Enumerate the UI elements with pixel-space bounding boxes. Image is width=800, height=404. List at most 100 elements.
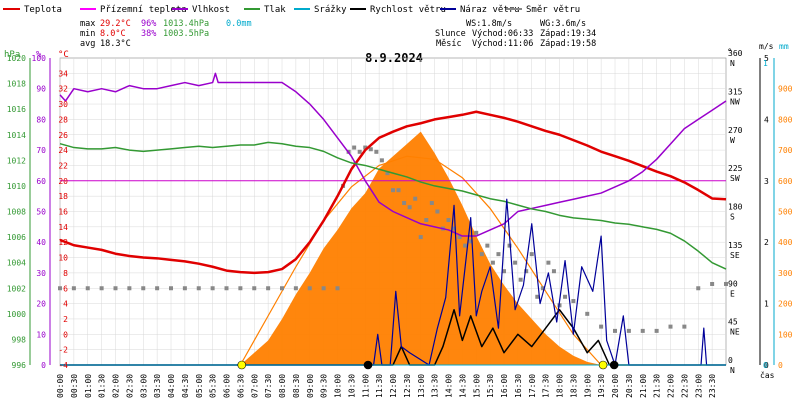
x-tick-label: 16:30 <box>514 374 523 398</box>
x-tick-label: 18:00 <box>556 374 565 398</box>
dir-tick-label: 90 <box>728 279 738 288</box>
x-tick-label: 01:30 <box>98 374 107 398</box>
x-tick-label: 22:00 <box>667 374 676 398</box>
degc-tick-label: 30 <box>58 100 68 109</box>
pct-tick-label: 0 <box>41 361 46 370</box>
wind-direction-point <box>452 226 457 231</box>
wm2-tick-label: 100 <box>778 330 793 339</box>
wind-direction-point <box>446 218 451 223</box>
wind-direction-point <box>654 328 659 333</box>
solar-radiation-area <box>240 131 602 365</box>
series-layer <box>59 72 727 366</box>
info-moon-label: Měsíc <box>436 39 462 49</box>
x-tick-label: 03:00 <box>139 374 148 398</box>
stats-block: max 29.2°C 96% 1013.4hPa 0.0mm min 8.0°C… <box>80 19 252 49</box>
wind-direction-point <box>363 145 368 150</box>
wind-direction-point <box>368 147 373 152</box>
hpa-tick-label: 1016 <box>7 105 26 114</box>
stats-max-label: max <box>80 19 95 29</box>
wind-direction-point <box>724 281 728 286</box>
x-tick-label: 09:30 <box>320 374 329 398</box>
wind-direction-point <box>374 149 379 154</box>
x-tick-label: 14:00 <box>445 374 454 398</box>
hpa-tick-label: 998 <box>12 335 27 344</box>
dir-tick-label: 45 <box>728 318 738 327</box>
x-tick-label: 10:30 <box>347 374 356 398</box>
ms-tick-label: 0 <box>764 361 769 370</box>
axis-title-time: čas <box>760 370 775 380</box>
legend-label-dir: Směr větru <box>526 5 580 15</box>
pct-tick-label: 10 <box>36 330 46 339</box>
ms-tick-label: 1 <box>764 300 769 309</box>
wm2-tick-label: 700 <box>778 146 793 155</box>
info-sunrise: Východ:06:33 <box>472 29 533 39</box>
wm2-tick-label: 200 <box>778 300 793 309</box>
x-tick-label: 04:00 <box>167 374 176 398</box>
legend: Teplota Přízemní teplota Vlhkost Tlak Sr… <box>3 5 580 15</box>
pct-tick-label: 100 <box>32 54 47 63</box>
x-tick-label: 18:30 <box>569 374 578 398</box>
axis-title-mm: mm <box>779 42 789 51</box>
moonrise-marker <box>363 360 373 370</box>
axes-layer: 00:00 00:30 01:00 01:30 02:00 02:30 03:00 03:30… <box>7 49 793 398</box>
stats-max-temp: 29.2°C <box>100 19 131 29</box>
wind-direction-point <box>113 286 118 291</box>
wind-direction-point <box>252 286 257 291</box>
wind-direction-point <box>502 269 506 274</box>
ms-tick-label: 2 <box>764 238 769 247</box>
x-tick-label: 15:00 <box>472 374 481 398</box>
wind-direction-point <box>710 281 715 286</box>
x-tick-label: 12:30 <box>403 374 412 398</box>
wind-direction-point <box>668 324 673 329</box>
wind-direction-point <box>429 200 434 205</box>
wm2-tick-label: 500 <box>778 208 793 217</box>
x-tick-label: 00:00 <box>56 374 65 398</box>
x-tick-label: 06:30 <box>236 374 245 398</box>
wind-direction-point <box>391 188 395 193</box>
wind-direction-point <box>696 286 701 291</box>
wind-direction-point <box>402 200 407 205</box>
dir-tick-label: 180 <box>728 203 743 212</box>
stats-max-rain: 0.0mm <box>226 19 252 29</box>
wind-direction-point <box>518 277 523 282</box>
wm2-tick-label: 600 <box>778 177 793 186</box>
degc-tick-label: 26 <box>58 131 68 140</box>
wind-direction-point <box>266 286 271 291</box>
wind-direction-point <box>682 324 687 329</box>
marker-layer <box>237 360 619 370</box>
x-tick-label: 01:00 <box>84 374 93 398</box>
x-tick-label: 02:30 <box>125 374 134 398</box>
degc-tick-label: 16 <box>58 208 68 217</box>
degc-tick-label: 34 <box>58 69 68 78</box>
pct-tick-label: 40 <box>36 238 46 247</box>
wind-direction-point <box>496 252 501 257</box>
hpa-tick-label: 1002 <box>7 284 26 293</box>
degc-tick-label: 10 <box>58 254 68 263</box>
hpa-tick-label: 1008 <box>7 208 26 217</box>
pct-tick-label: 30 <box>36 269 46 278</box>
clear-sky-curve <box>239 155 602 366</box>
wind-direction-point <box>529 252 534 257</box>
x-tick-label: 17:30 <box>542 374 551 398</box>
ms-tick-label: 3 <box>764 177 769 186</box>
x-tick-label: 05:30 <box>209 374 218 398</box>
wind-direction-point <box>540 286 545 291</box>
wind-direction-point <box>599 324 604 329</box>
x-tick-label: 20:00 <box>611 374 620 398</box>
wind-direction-point <box>490 260 495 265</box>
wind-direction-point <box>85 286 90 291</box>
info-block: WS:1.8m/s WG:3.6m/s Slunce Východ:06:33 … <box>435 19 596 49</box>
stats-avg-temp: 18.3°C <box>100 39 131 49</box>
mm-tick-label: 0 <box>763 361 768 370</box>
wind-direction-point <box>155 286 160 291</box>
wind-direction-point <box>335 286 340 291</box>
x-tick-label: 07:30 <box>264 374 273 398</box>
degc-tick-label: 22 <box>58 161 68 170</box>
wind-direction-point <box>457 235 462 240</box>
x-tick-label: 21:00 <box>639 374 648 398</box>
dir-tick-label: 270 <box>728 126 743 135</box>
dir-tick-label: 135 <box>728 241 743 250</box>
legend-label-dew: Přízemní teplota <box>100 5 187 15</box>
dir-name-label: SW <box>730 174 740 183</box>
